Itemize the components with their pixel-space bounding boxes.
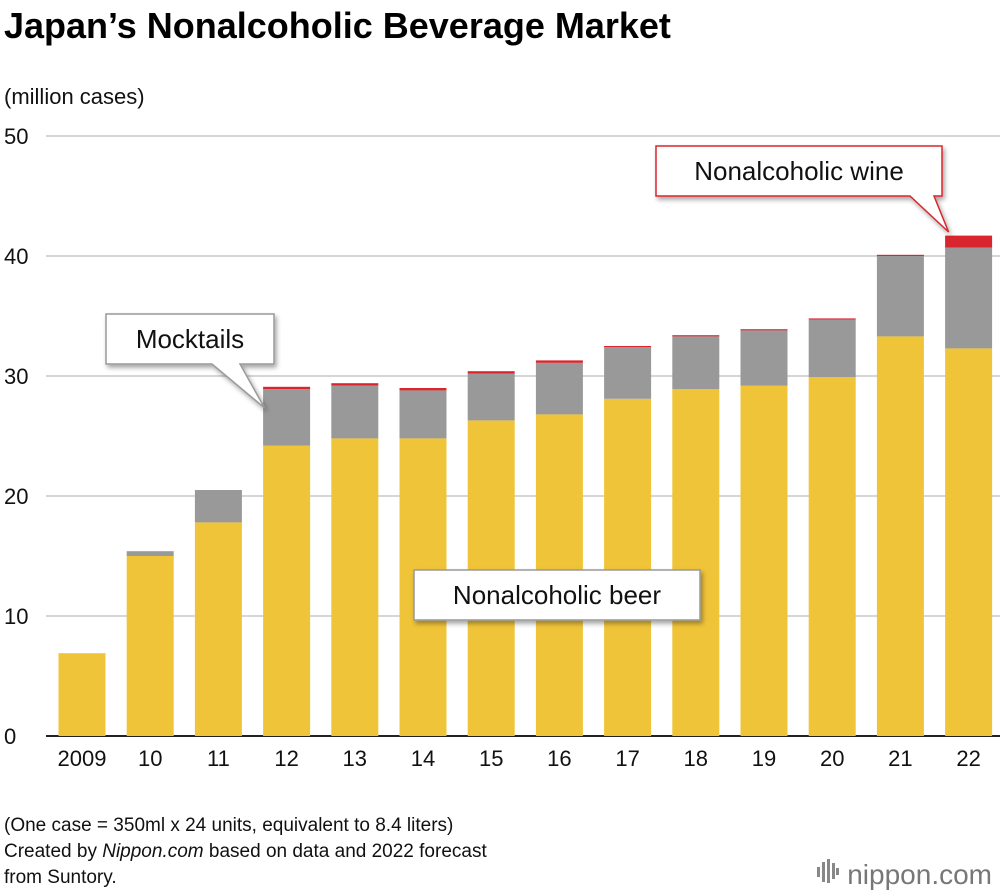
bar-segment xyxy=(604,347,652,399)
bar-segment xyxy=(331,438,379,736)
bar-segment xyxy=(535,362,583,415)
footnote-case-definition: (One case = 350ml x 24 units, equivalent… xyxy=(4,815,454,836)
callout-nonalcoholic-wine-label: Nonalcoholic wine xyxy=(694,156,904,186)
bar-segment xyxy=(263,445,311,736)
bar-segment xyxy=(126,556,174,736)
bar-segment xyxy=(604,346,652,348)
bar-segment xyxy=(331,385,379,439)
footnote-source-suffix: based on data and 2022 forecast xyxy=(203,841,487,862)
x-tick-label: 19 xyxy=(752,746,776,771)
y-tick-label: 0 xyxy=(4,724,16,749)
footnote-source-prefix: Created by xyxy=(4,841,103,862)
x-tick-label: 10 xyxy=(138,746,162,771)
y-tick-label: 10 xyxy=(4,604,28,629)
bar-segment xyxy=(740,330,788,386)
bar-segment xyxy=(876,256,924,337)
x-tick-label: 12 xyxy=(274,746,298,771)
bar-segment xyxy=(399,388,447,391)
bar-segment xyxy=(126,551,174,556)
bars xyxy=(58,235,993,736)
nippon-logo: nippon.com xyxy=(817,858,992,891)
y-axis-label: (million cases) xyxy=(4,84,145,109)
x-tick-label: 21 xyxy=(888,746,912,771)
callout-nonalcoholic-beer xyxy=(413,569,701,621)
bar-segment xyxy=(399,390,447,439)
x-tick-label: 20 xyxy=(820,746,844,771)
bar-segment xyxy=(467,373,515,421)
bar-segment xyxy=(263,389,311,446)
footnote-source-cont: from Suntory. xyxy=(4,867,117,888)
y-axis-ticks: 0 10 20 30 40 50 xyxy=(4,124,28,749)
chart: Japan’s Nonalcoholic Beverage Market (mi… xyxy=(4,5,1000,771)
bar-segment xyxy=(263,386,311,390)
bar-segment xyxy=(535,360,583,363)
bar-segment xyxy=(672,389,720,736)
x-tick-label: 13 xyxy=(343,746,367,771)
bar-segment xyxy=(740,385,788,736)
bar-segment xyxy=(945,247,993,349)
x-tick-label: 22 xyxy=(956,746,980,771)
bar-segment xyxy=(876,336,924,736)
footnote-source-name: Nippon.com xyxy=(102,841,204,862)
callout-nonalcoholic-beer-box xyxy=(413,569,701,621)
bar-segment xyxy=(808,319,856,378)
callout-nonalcoholic-wine-box xyxy=(655,145,950,233)
bar-segment xyxy=(672,336,720,390)
gridlines xyxy=(46,135,1000,737)
bar-segment xyxy=(467,371,515,374)
nippon-logo-icon xyxy=(817,858,840,891)
callout-nonalcoholic-wine xyxy=(655,145,950,233)
nippon-logo-text: nippon.com xyxy=(847,858,992,890)
x-tick-label: 2009 xyxy=(58,746,107,771)
bar-segment xyxy=(808,318,856,320)
bar-segment xyxy=(58,653,106,736)
y-tick-label: 50 xyxy=(4,124,28,149)
chart-title: Japan’s Nonalcoholic Beverage Market xyxy=(4,5,671,46)
bar-segment xyxy=(876,254,924,256)
bar-segment xyxy=(194,522,242,736)
bar-segment xyxy=(945,235,993,248)
callout-mocktails-box xyxy=(105,313,275,409)
bar-segment xyxy=(604,398,652,736)
callout-mocktails xyxy=(105,313,275,409)
bar-segment xyxy=(945,348,993,736)
y-tick-label: 30 xyxy=(4,364,28,389)
y-tick-label: 40 xyxy=(4,244,28,269)
footnote-source: Created by Nippon.com based on data and … xyxy=(4,840,487,864)
x-tick-label: 17 xyxy=(615,746,639,771)
x-axis-ticks: 2009 10 11 12 13 14 15 16 17 18 19 20 21 22 xyxy=(58,746,981,771)
bar-segment xyxy=(808,377,856,736)
x-tick-label: 16 xyxy=(547,746,571,771)
bar-segment xyxy=(740,329,788,331)
x-tick-label: 14 xyxy=(411,746,435,771)
bar-segment xyxy=(331,383,379,386)
legend-callouts: Mocktails Nonalcoholic wine Nonalcoholic b… xyxy=(105,145,950,621)
callout-mocktails-label: Mocktails xyxy=(136,324,244,354)
callout-nonalcoholic-beer-label: Nonalcoholic beer xyxy=(453,580,661,610)
x-tick-label: 11 xyxy=(207,746,230,771)
x-tick-label: 15 xyxy=(479,746,503,771)
bar-segment xyxy=(194,490,242,523)
x-tick-label: 18 xyxy=(684,746,708,771)
y-tick-label: 20 xyxy=(4,484,28,509)
bar-segment xyxy=(672,335,720,337)
